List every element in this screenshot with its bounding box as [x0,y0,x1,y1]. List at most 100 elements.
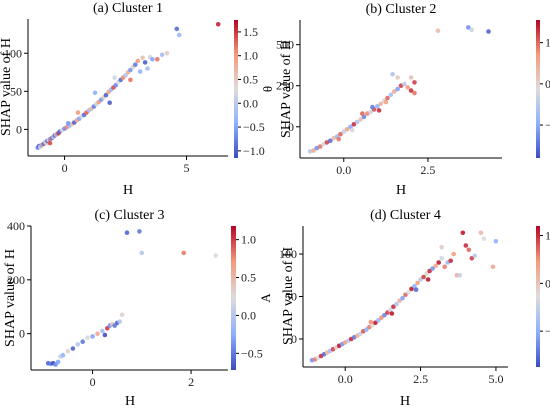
data-point [413,287,419,293]
data-point [405,85,411,90]
y-tick-label: 0 [288,120,294,134]
colorbar-tick-label: −1 [545,118,550,132]
data-point [493,239,499,244]
y-tick-label: 100 [279,247,297,261]
data-point [469,27,475,33]
data-point [70,346,76,351]
data-point [92,90,98,96]
data-point [213,253,218,258]
data-point [383,99,389,105]
colorbar [234,20,238,158]
data-point [486,29,491,34]
data-point [433,263,438,269]
panel-title: (c) Cluster 3 [95,208,165,223]
data-point [358,117,363,122]
data-point [466,247,472,253]
data-point [435,28,441,33]
x-axis-label: H [125,394,135,409]
data-point [412,80,417,85]
data-point [75,110,81,115]
data-point [317,144,323,149]
x-tick-label: 5 [184,161,190,175]
y-axis-label: SHAP value of H [279,40,294,138]
y-tick-label: 0 [291,332,297,346]
panel-title: (d) Cluster 4 [370,208,441,223]
x-axis-label: H [396,183,406,198]
data-point [119,312,125,318]
data-point [65,348,71,354]
data-point [402,81,407,87]
data-point [112,323,117,328]
y-tick-label: 50 [10,84,22,98]
data-point [478,230,484,236]
x-tick-label: 2.5 [413,372,428,386]
data-point [164,51,170,56]
data-point [392,89,397,94]
data-point [142,60,148,65]
y-tick-label: 0 [19,327,25,341]
panel-title: (b) Cluster 2 [366,2,437,17]
data-point [80,339,85,345]
data-point [408,88,414,93]
x-axis-label: H [400,394,410,409]
data-point [395,86,400,92]
data-point [140,55,145,61]
data-point [378,101,384,107]
y-tick-label: 400 [7,219,25,233]
colorbar [536,20,540,158]
data-point [90,334,95,339]
colorbar-tick-label: 0.0 [243,96,258,110]
data-point [390,71,395,77]
data-point [137,69,143,74]
data-point [128,77,133,83]
data-point [436,260,442,265]
data-point [424,271,429,276]
x-tick-label: 0 [62,161,68,175]
y-axis-label: SHAP value of H [0,38,14,136]
data-point [409,286,414,292]
data-point [328,138,333,144]
colorbar-tick-label: 0 [545,276,550,290]
data-point [391,304,396,310]
panel-d: (d) Cluster 4 0.0 2.5 5.0 0 50 100 H SHAP value … [279,208,550,409]
data-point [311,148,316,153]
data-point [215,22,221,27]
data-point [174,26,180,32]
data-point [451,251,457,257]
data-point [412,90,417,96]
colorbar-tick-label: −1.0 [243,144,265,158]
data-point [181,250,186,256]
data-point [442,264,448,270]
colorbar-tick-label: 1 [545,36,550,50]
data-point [472,253,478,258]
y-tick-label: 0 [16,122,22,136]
data-point [145,66,150,71]
data-point [463,243,469,248]
data-point [176,32,182,38]
data-point [338,131,343,137]
data-point [65,121,71,126]
data-point [349,127,355,133]
colorbar-tick-label: 1 [545,229,550,243]
data-point [376,318,381,323]
x-tick-label: 5.0 [488,372,503,386]
data-point [448,258,454,264]
data-point [368,109,374,115]
data-point [135,58,141,64]
data-point [421,274,426,280]
x-tick-label: 0.0 [338,372,353,386]
data-point [155,57,160,62]
data-point [425,277,431,282]
colorbar-tick-label: 0.5 [241,271,256,285]
data-point [481,236,487,241]
data-point [439,244,445,250]
data-point [133,62,138,67]
data-point [55,359,61,365]
data-point [341,129,347,134]
panel-c: (c) Cluster 3 0 2 0 200 400 H SHAP value of H −0… [3,208,273,409]
data-point [124,230,130,235]
x-tick-label: 0.0 [336,163,351,177]
data-point [139,250,145,256]
data-point [354,119,360,125]
